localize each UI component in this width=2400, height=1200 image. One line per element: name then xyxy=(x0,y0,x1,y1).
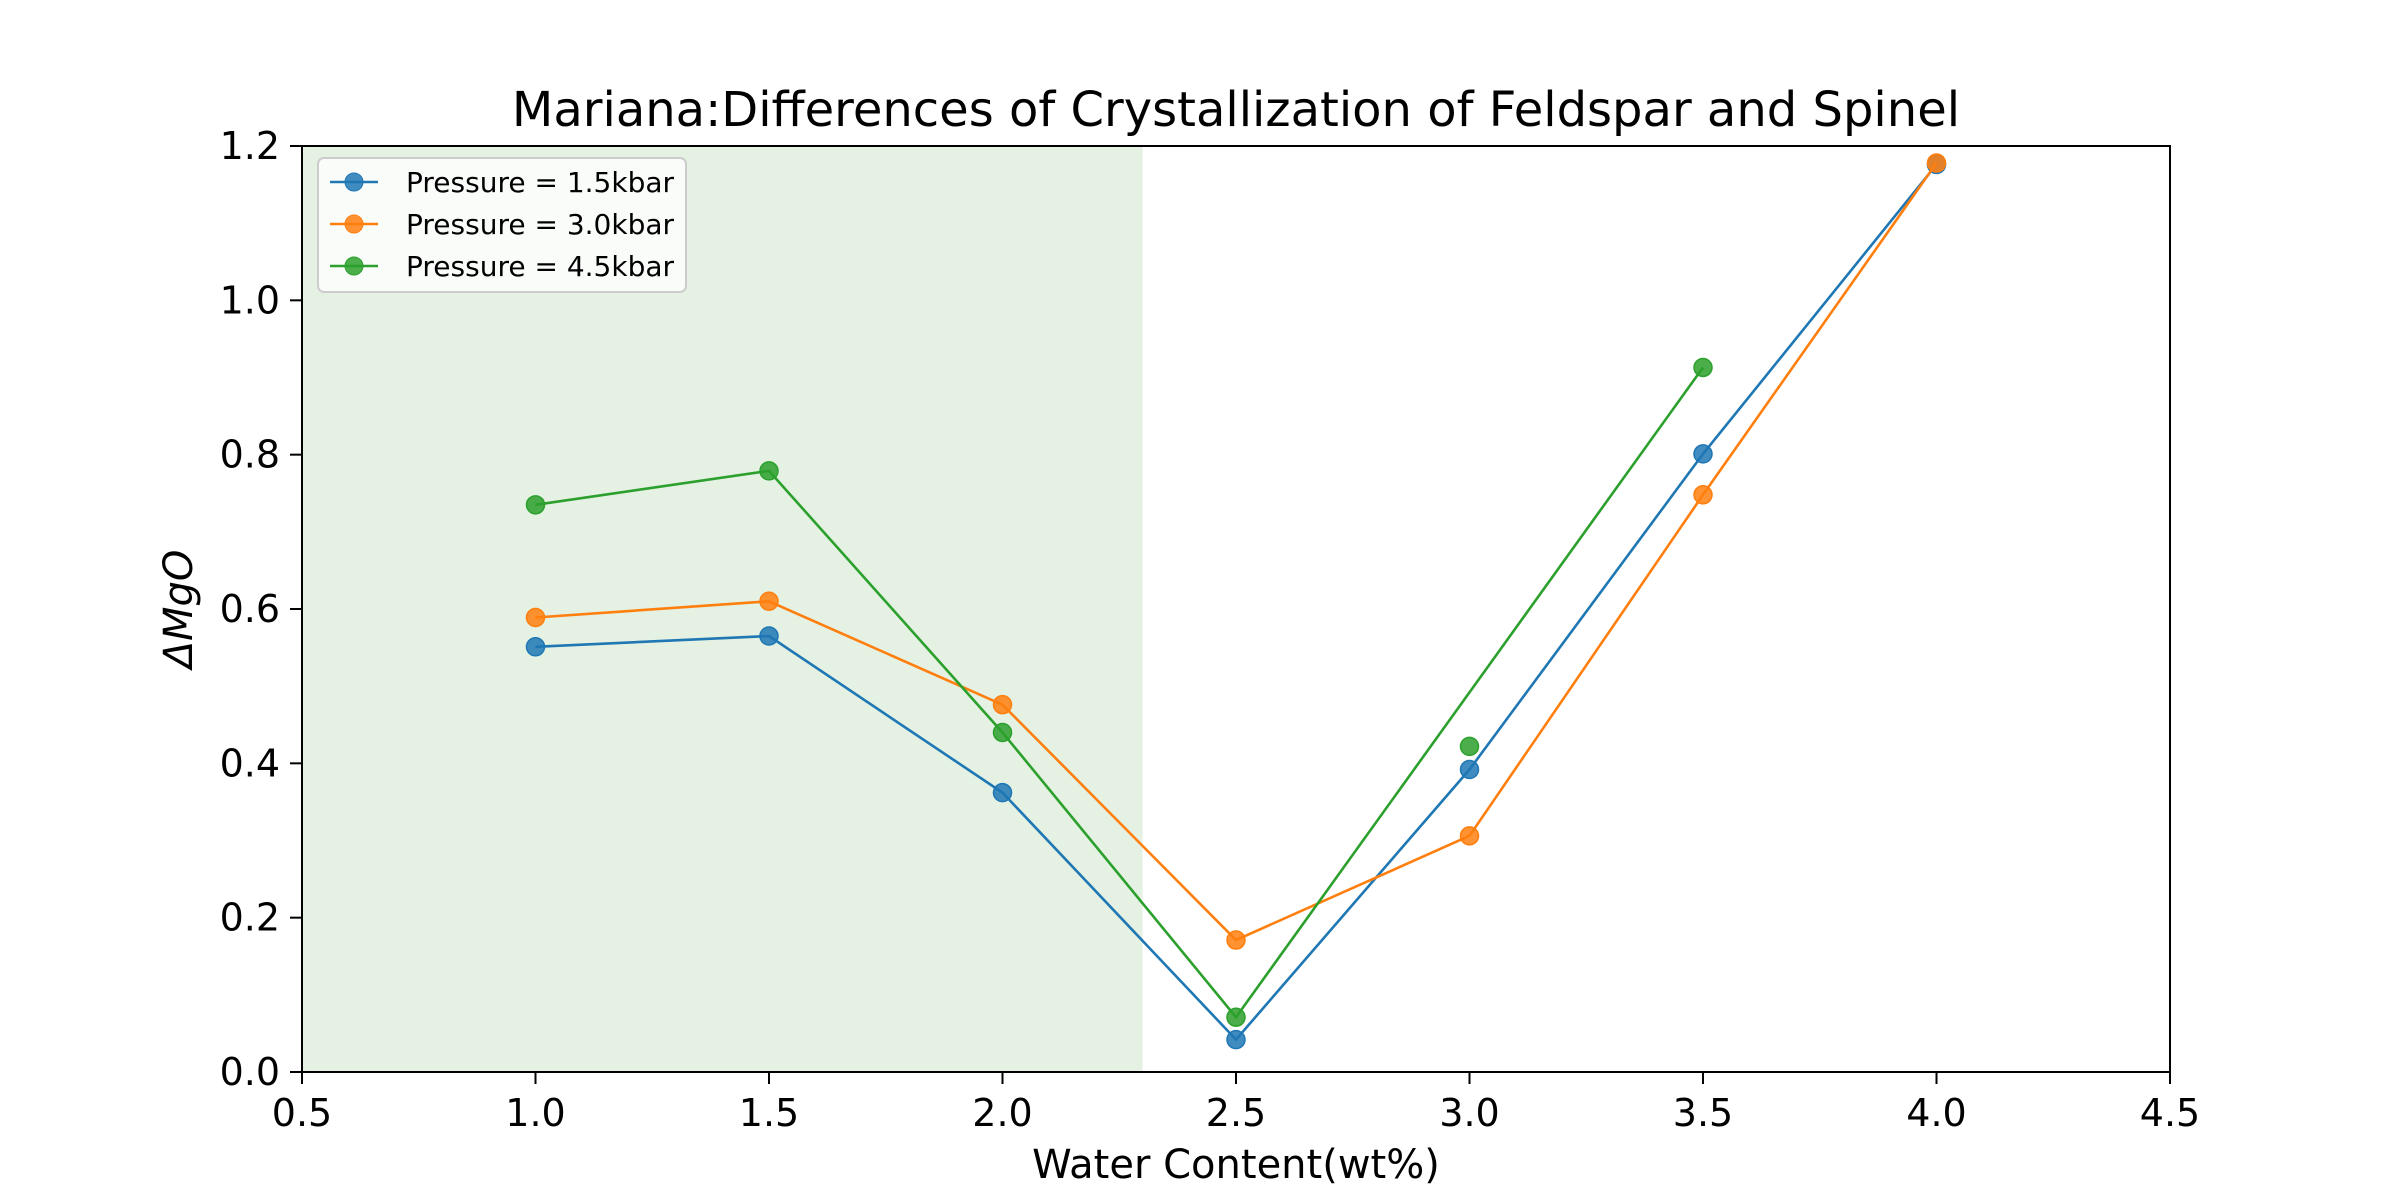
x-tick-label: 1.0 xyxy=(505,1091,565,1135)
legend-label: Pressure = 3.0kbar xyxy=(406,208,674,241)
data-point xyxy=(1693,357,1713,378)
legend-label: Pressure = 1.5kbar xyxy=(406,166,674,199)
x-tick-label: 3.5 xyxy=(1673,1091,1733,1135)
legend-marker xyxy=(344,214,364,234)
x-tick-label: 4.5 xyxy=(2140,1091,2200,1135)
data-point xyxy=(992,694,1013,715)
data-point xyxy=(1459,826,1480,846)
data-point xyxy=(525,637,546,657)
y-tick-label: 1.0 xyxy=(220,278,280,322)
legend-entry: Pressure = 3.0kbar xyxy=(330,208,674,241)
series-layer xyxy=(525,153,1947,1050)
legend-marker xyxy=(344,256,364,276)
chart-title: Mariana:Differences of Crystallization o… xyxy=(512,82,1960,138)
legend-marker xyxy=(344,172,364,192)
data-point xyxy=(1693,485,1713,505)
x-axis: 0.5 1.0 1.5 2.0 2.5 3.0 3.5 4.0 4.5 xyxy=(272,1072,2200,1135)
data-point xyxy=(525,607,546,628)
x-tick-label: 0.5 xyxy=(272,1091,332,1135)
data-point xyxy=(1926,153,1947,173)
x-tick-label: 4.0 xyxy=(1906,1091,1966,1135)
legend: Pressure = 1.5kbar Pressure = 3.0kbar Pres… xyxy=(317,157,687,293)
y-tick-label: 0.2 xyxy=(220,896,280,940)
legend-label: Pressure = 4.5kbar xyxy=(406,250,674,283)
data-point xyxy=(759,626,779,646)
data-point xyxy=(525,495,546,515)
y-axis-label: ΔMgO xyxy=(156,550,202,672)
series-1 xyxy=(525,154,1947,1050)
x-tick-label: 2.5 xyxy=(1206,1091,1266,1135)
y-axis: 0.0 0.2 0.4 0.6 0.8 1.0 1.2 xyxy=(220,124,302,1094)
legend-box xyxy=(317,157,687,293)
data-point xyxy=(1693,444,1713,464)
data-point xyxy=(1226,930,1246,950)
x-axis-label: Water Content(wt%) xyxy=(1032,1142,1440,1188)
data-point xyxy=(759,461,779,481)
data-point xyxy=(759,591,779,612)
shaded-region xyxy=(302,146,1143,1072)
data-point xyxy=(1459,736,1480,757)
data-point xyxy=(1459,759,1480,780)
data-point xyxy=(1226,1007,1246,1027)
x-tick-label: 1.5 xyxy=(739,1091,799,1135)
y-tick-label: 0.4 xyxy=(220,741,280,785)
legend-entry: Pressure = 1.5kbar xyxy=(330,166,674,199)
x-tick-label: 2.0 xyxy=(972,1091,1032,1135)
data-point xyxy=(1226,1029,1246,1050)
data-point xyxy=(992,782,1013,803)
series-2 xyxy=(525,153,1947,950)
y-tick-label: 1.2 xyxy=(220,124,280,168)
legend-entry: Pressure = 4.5kbar xyxy=(330,250,674,283)
data-point xyxy=(992,722,1013,743)
series-3 xyxy=(525,357,1713,1027)
y-tick-label: 0.6 xyxy=(220,587,280,631)
y-tick-label: 0.0 xyxy=(220,1050,280,1094)
y-tick-label: 0.8 xyxy=(220,433,280,477)
x-tick-label: 3.0 xyxy=(1439,1091,1499,1135)
